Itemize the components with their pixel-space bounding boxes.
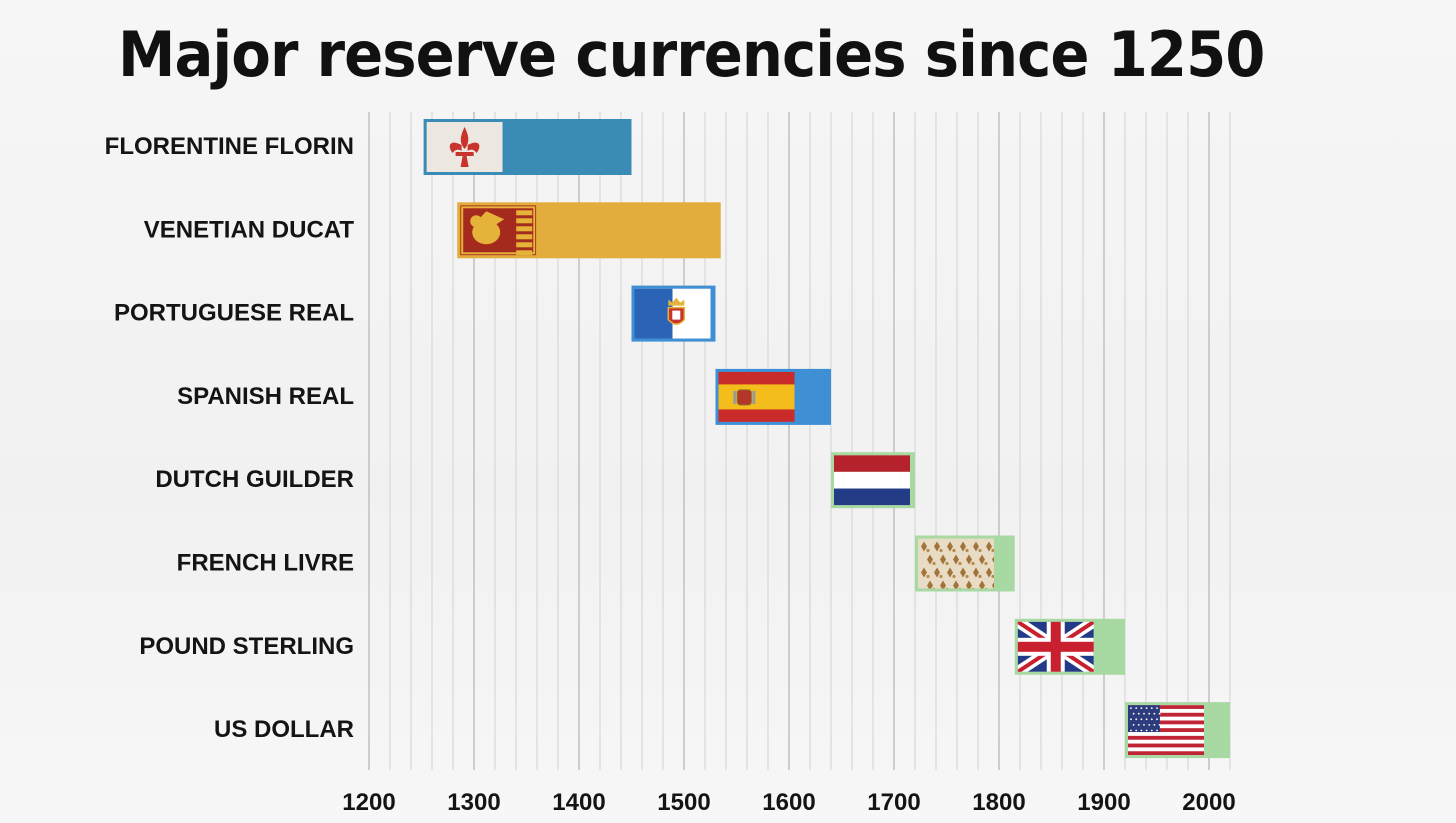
currency-label: FLORENTINE FLORIN — [105, 133, 354, 160]
x-tick-label: 1600 — [762, 789, 815, 816]
x-tick-label: 1300 — [447, 789, 500, 816]
currency-bars — [423, 119, 1230, 759]
x-tick-label: 1700 — [867, 789, 920, 816]
netherlands-flag-icon — [834, 455, 910, 506]
currency-label: US DOLLAR — [214, 716, 354, 743]
row-labels: FLORENTINE FLORIN VENETIAN DUCAT PORTUGUES… — [105, 133, 355, 743]
x-tick-label: 2000 — [1182, 789, 1235, 816]
currency-bar — [1125, 702, 1230, 759]
x-tick-label: 1200 — [342, 789, 395, 816]
usa-flag-icon — [1128, 705, 1204, 756]
spain-flag-icon — [718, 371, 795, 422]
florence-flag-icon — [426, 122, 503, 172]
x-tick-label: 1900 — [1077, 789, 1130, 816]
chart-title: Major reserve currencies since 1250 — [118, 18, 1265, 91]
currency-bar — [457, 202, 721, 259]
currency-label: SPANISH REAL — [177, 383, 354, 410]
currency-bar — [1014, 618, 1125, 675]
currency-bar — [423, 119, 632, 175]
venice-flag-icon — [460, 205, 537, 256]
x-tick-label: 1800 — [972, 789, 1025, 816]
currency-bar — [631, 285, 716, 342]
currency-bar — [715, 368, 831, 425]
france-fleur-flag-icon — [918, 538, 994, 589]
x-tick-label: 1500 — [657, 789, 710, 816]
x-tick-label: 1400 — [552, 789, 605, 816]
currency-label: POUND STERLING — [139, 633, 354, 660]
x-axis-ticks: 1200 1300 1400 1500 1600 1700 1800 1900 2000 — [342, 789, 1235, 816]
currency-label: FRENCH LIVRE — [177, 550, 354, 577]
uk-flag-icon — [1017, 621, 1094, 672]
currency-label: PORTUGUESE REAL — [114, 300, 354, 327]
currency-label: DUTCH GUILDER — [155, 466, 354, 493]
currency-bar — [831, 452, 915, 509]
currency-bar — [915, 535, 1015, 592]
portugal-flag-icon — [634, 288, 711, 339]
currency-label: VENETIAN DUCAT — [144, 216, 355, 243]
